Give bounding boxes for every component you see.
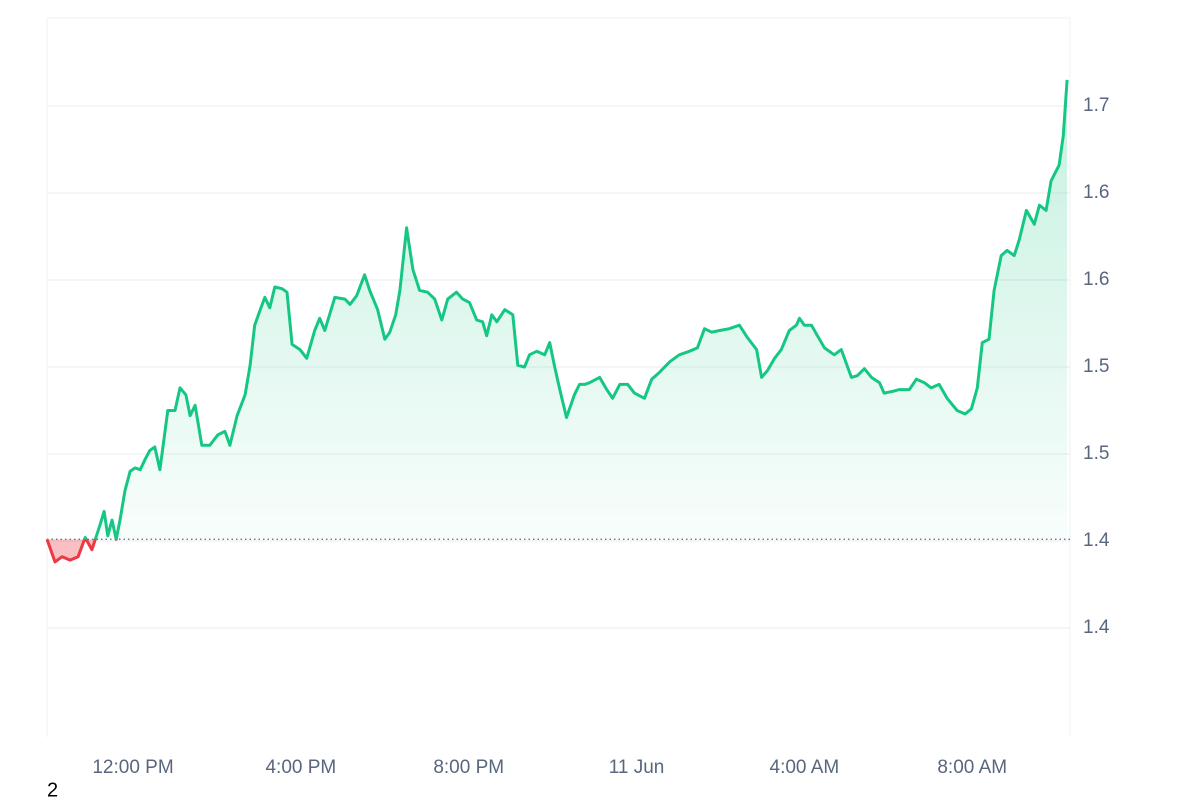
y-tick-label: 1.4 — [1083, 530, 1110, 551]
footnote: 2 — [47, 779, 58, 800]
y-tick-label: 1.7 — [1083, 95, 1109, 116]
price-line — [45, 79, 1069, 564]
y-tick-label: 1.4 — [1083, 617, 1110, 638]
y-tick-label: 1.5 — [1083, 443, 1109, 464]
x-tick-label: 11 Jun — [609, 757, 665, 778]
x-tick-label: 8:00 AM — [937, 757, 1007, 778]
x-tick-label: 12:00 PM — [92, 757, 173, 778]
x-tick-label: 4:00 AM — [770, 757, 840, 778]
x-tick-label: 8:00 PM — [433, 757, 504, 778]
y-tick-label: 1.6 — [1083, 269, 1109, 290]
x-tick-label: 4:00 PM — [265, 757, 336, 778]
y-tick-label: 1.5 — [1083, 356, 1109, 377]
price-area — [47, 79, 1068, 562]
y-tick-label: 1.6 — [1083, 182, 1109, 203]
